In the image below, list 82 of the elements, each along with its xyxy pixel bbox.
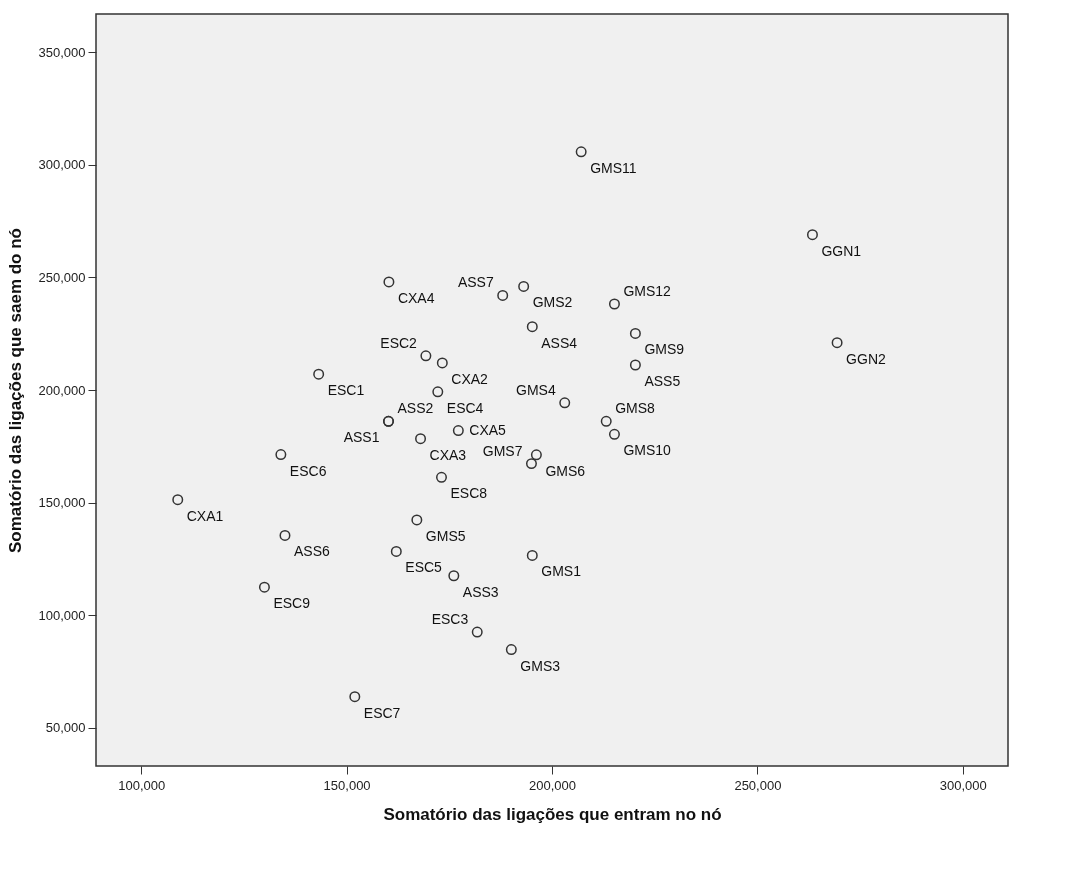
point [415,433,427,445]
annotation: ESC1 [327,382,365,399]
annotation: GMS5 [425,527,466,544]
annotation: ESC6 [289,462,327,479]
point [420,350,432,362]
x-tick-label: 150,000 [323,777,371,793]
point [471,626,483,638]
y-axis-title: Somatório das ligações que saem do nó [5,228,25,553]
point [608,428,620,440]
annotation: GMS7 [482,442,523,459]
annotation: ASS2 [397,400,434,417]
annotation: GMS12 [623,282,672,299]
annotation: GMS9 [644,341,685,358]
annotation: GMS1 [541,563,582,580]
x-tick-label: 100,000 [118,777,166,793]
annotation: CXA4 [397,289,435,306]
annotation: ESC8 [450,485,488,502]
point [526,550,538,561]
annotation: ESC2 [380,334,418,351]
annotation: GMS8 [615,400,656,417]
y-tick-label: 100,000 [38,607,86,623]
point [390,545,402,557]
annotation: ASS3 [462,583,499,600]
annotation: ASS5 [644,373,681,390]
point [313,368,325,380]
y-tick-label: 250,000 [38,269,86,285]
point [525,458,537,470]
point [411,514,423,526]
annotation: GMS10 [623,442,672,459]
annotation: CXA2 [451,370,489,387]
annotation: GMS6 [545,462,586,479]
point [279,529,291,541]
x-tick-label: 250,000 [734,777,782,793]
annotation: ESC9 [273,595,311,612]
point [172,494,184,506]
annotation: GMS4 [516,381,556,398]
point [575,146,587,158]
point [497,289,509,301]
annotation: ESC5 [405,559,443,576]
annotation: ASS7 [457,274,494,291]
y-tick-label: 300,000 [38,157,86,173]
point [518,280,530,292]
point [436,471,447,483]
annotation: CXA3 [429,446,467,463]
point [432,386,444,398]
annotation: ASS4 [541,334,578,351]
point [608,298,620,310]
annotation: CXA5 [469,421,507,438]
y-tick-label: 350,000 [38,44,86,60]
annotation: ASS6 [293,543,330,560]
x-tick-label: 300,000 [939,777,987,793]
x-axis-title: Somatório das ligações que entram no nó [383,804,722,824]
annotation: GMS3 [520,657,561,674]
annotation: GMS2 [532,294,573,311]
point [436,357,448,369]
annotation: ESC3 [431,611,469,628]
point [831,337,843,349]
point [629,359,641,371]
annotation: ASS1 [343,429,380,446]
point [505,644,517,656]
annotation: ESC4 [446,399,484,416]
annotation: CXA1 [186,507,224,524]
annotation: GGN1 [821,242,862,259]
y-tick-label: 200,000 [38,382,86,398]
point [349,691,361,703]
annotation: GMS11 [590,159,637,176]
y-tick-label: 150,000 [38,495,86,511]
point [530,449,542,461]
point [559,397,571,409]
point [452,425,464,437]
point [258,581,270,593]
x-tick-label: 200,000 [529,777,576,793]
point [383,276,395,288]
point [526,321,538,333]
point [600,415,612,427]
point [629,328,641,339]
point [448,570,460,582]
point [806,229,818,241]
y-tick-label: 50,000 [45,720,86,736]
point [275,449,287,461]
annotation: GGN2 [846,350,886,367]
annotation: ESC7 [363,704,401,721]
